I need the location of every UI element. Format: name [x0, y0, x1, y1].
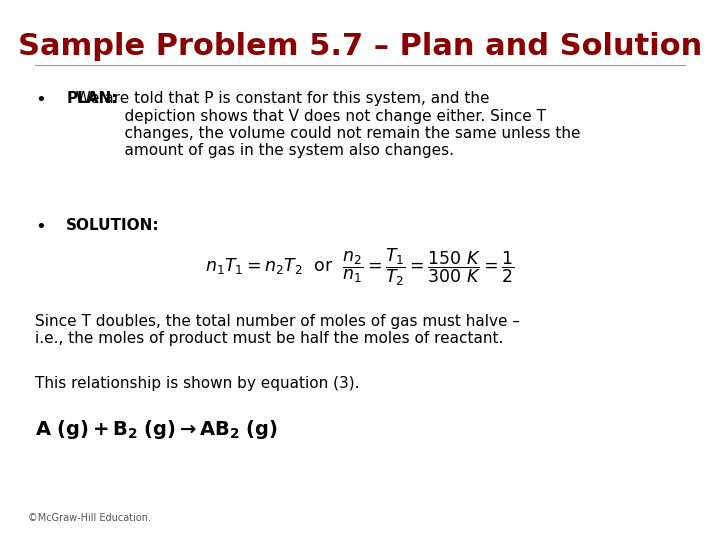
Text: •: •	[35, 218, 46, 236]
Text: $n_1T_1 = n_2T_2$  or  $\dfrac{n_2}{n_1} = \dfrac{T_1}{T_2} = \dfrac{150\ K}{300: $n_1T_1 = n_2T_2$ or $\dfrac{n_2}{n_1} =…	[205, 247, 515, 288]
Text: $\bf{A\ (g) + B_2\ (g) \rightarrow AB_2\ (g)}$: $\bf{A\ (g) + B_2\ (g) \rightarrow AB_2\…	[35, 418, 278, 441]
Text: We are told that P is constant for this system, and the
            depiction sh: We are told that P is constant for this …	[66, 91, 581, 158]
Text: Sample Problem 5.7 – Plan and Solution: Sample Problem 5.7 – Plan and Solution	[18, 31, 702, 60]
Text: •: •	[35, 91, 46, 109]
Text: SOLUTION:: SOLUTION:	[66, 218, 160, 233]
Text: PLAN:: PLAN:	[66, 91, 118, 106]
Text: This relationship is shown by equation (3).: This relationship is shown by equation (…	[35, 376, 359, 392]
Text: Since T doubles, the total number of moles of gas must halve –
i.e., the moles o: Since T doubles, the total number of mol…	[35, 314, 520, 347]
Text: ©McGraw-Hill Education.: ©McGraw-Hill Education.	[28, 513, 151, 523]
